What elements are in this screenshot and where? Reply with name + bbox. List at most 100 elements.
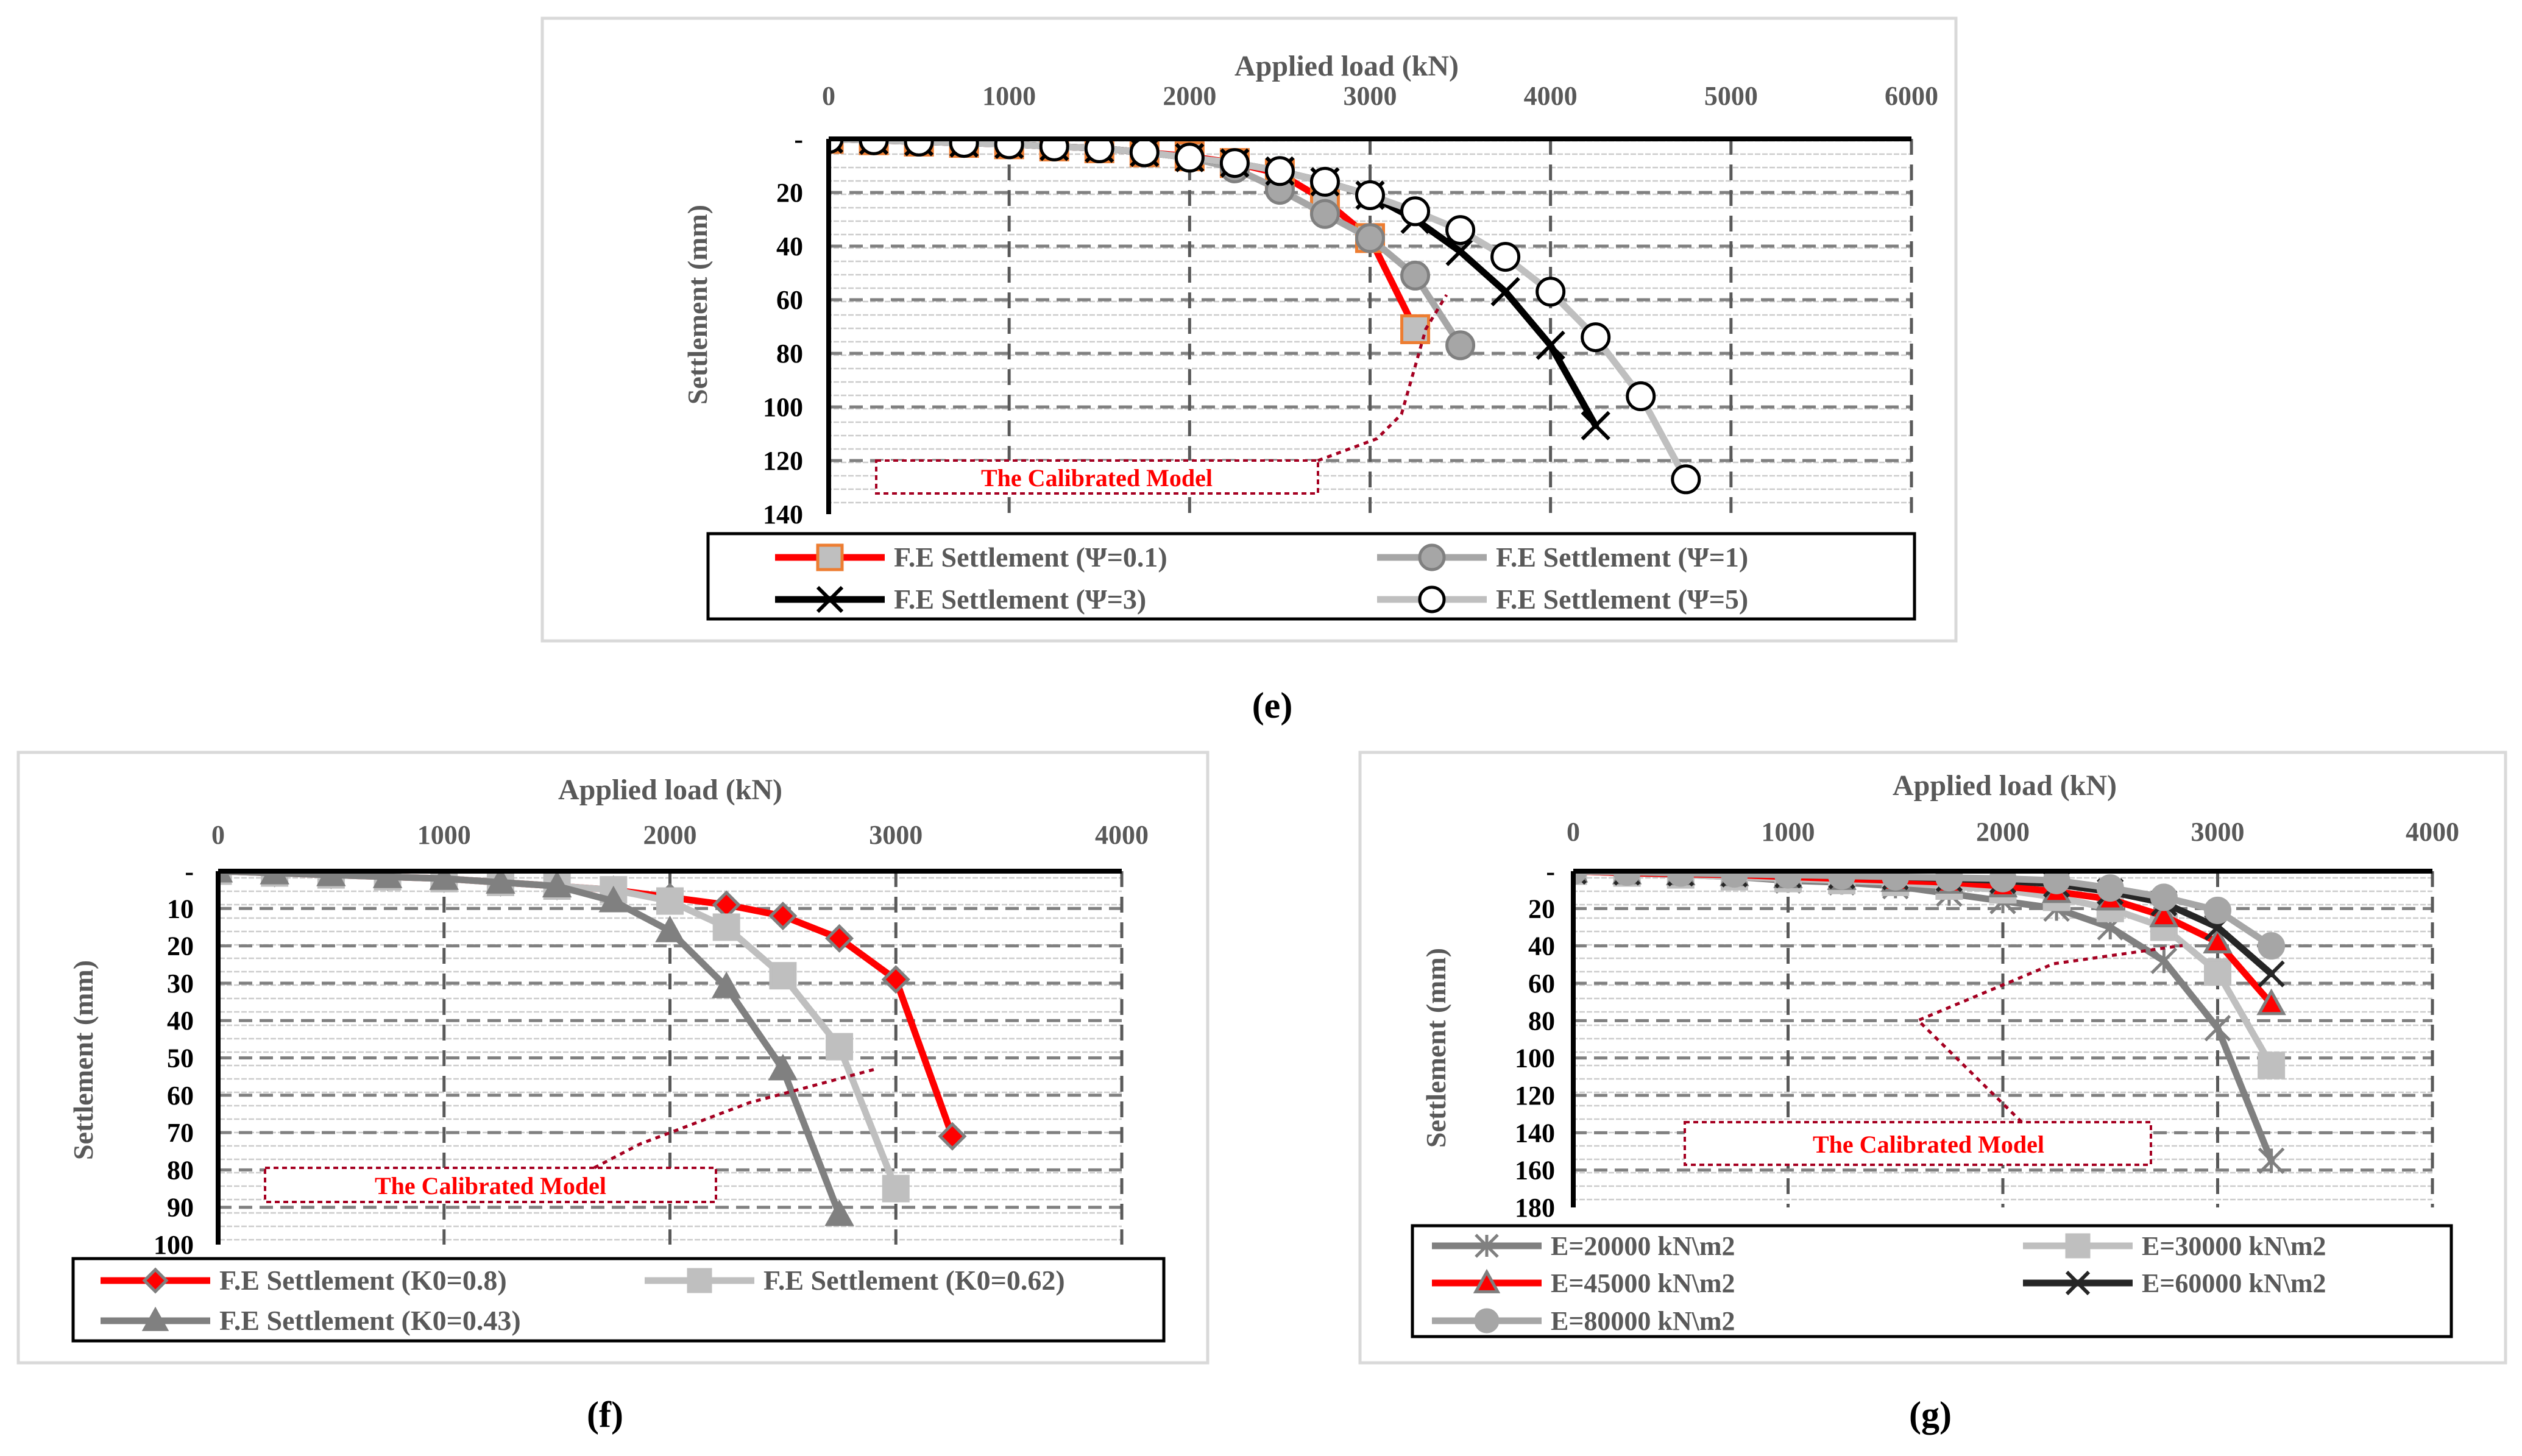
chart-f-legend-label: F.E Settlement (K0=0.43) (219, 1305, 521, 1336)
chart-e-series-3-point (1536, 330, 1565, 360)
chart-f-annotation-label: The Calibrated Model (375, 1172, 606, 1200)
chart-f-series-1-point (768, 902, 798, 931)
chart-e-y-tick-label: 80 (776, 339, 803, 369)
chart-g-annotation-label: The Calibrated Model (1813, 1131, 2044, 1158)
chart-e-series-4-point (1084, 139, 1114, 163)
chart-f-y-tick-label: 20 (167, 931, 194, 961)
chart-e-series-2-point (1400, 260, 1431, 291)
chart-g-y-tick-label: 40 (1528, 931, 1555, 961)
panel-label-g: (g) (1909, 1394, 1952, 1435)
chart-g-series-4-point (2258, 960, 2285, 988)
chart-e-y-tick-label: 40 (776, 231, 803, 261)
chart-e-annotation-label: The Calibrated Model (981, 464, 1213, 492)
chart-f-series-3-point (824, 1199, 854, 1226)
chart-f-series-3-point (711, 971, 742, 998)
chart-e-series-4-point (1536, 277, 1566, 307)
chart-e-legend-entries: F.E Settlement (Ψ=0.1) F.E Settlement (Ψ=… (775, 542, 1748, 615)
chart-g-y-tick-label: 120 (1515, 1081, 1555, 1111)
chart-g-x-title: Applied load (kN) (1893, 769, 2117, 802)
chart-g-legend-marker (1475, 1234, 1499, 1258)
chart-g-series-3-point (2149, 900, 2179, 928)
chart-e-legend-marker (816, 543, 844, 571)
chart-f-legend-marker (142, 1267, 169, 1294)
chart-e-series-4-point (949, 139, 979, 158)
chart-e-series (829, 139, 1701, 495)
chart-g-gridlines (1573, 871, 2434, 1207)
chart-g-y-tick-label: 160 (1515, 1156, 1555, 1186)
chart-e-series-2-point (1445, 330, 1476, 361)
chart-e-y-tick-label: 100 (763, 392, 803, 422)
chart-f-legend-marker (687, 1268, 712, 1293)
chart-f-x-title: Applied load (kN) (558, 774, 782, 806)
chart-f-series-1-point (881, 965, 910, 994)
chart-g-y-tick-label: - (1546, 857, 1555, 886)
chart-g-series-3-point (2256, 988, 2286, 1016)
panel-label-f: (f) (587, 1394, 623, 1435)
chart-g-series-5-point (2150, 883, 2178, 911)
chart-f-x-tick-label: 3000 (869, 820, 923, 850)
chart-f-series-2-point (826, 1033, 854, 1061)
chart-g-series-5-point (1935, 871, 1963, 892)
chart-e-series-4-point (1129, 139, 1160, 168)
chart-f-legend-marker (141, 1306, 169, 1331)
chart-g-series-3-point (2203, 927, 2233, 954)
chart-g-x-tick-label: 4000 (2406, 817, 2459, 847)
chart-e-series-4-point (829, 139, 844, 154)
chart-g-series-5-point (1989, 871, 2017, 892)
chart-f-y-tick-label: 90 (167, 1193, 194, 1223)
chart-f-legend-entries: F.E Settlement (K0=0.8) F.E Settlement (K… (101, 1265, 1065, 1336)
chart-f: 0 1000 2000 3000 4000-102030405060708090100 … (16, 751, 1210, 1435)
chart-e-series-4-point (994, 139, 1024, 160)
chart-g-y-tick-label: 20 (1528, 894, 1555, 924)
chart-g-legend-marker (1474, 1308, 1500, 1334)
chart-f-y-tick-label: 100 (154, 1230, 194, 1260)
chart-e-y-tick-label: 60 (776, 285, 803, 315)
chart-e-legend-label: F.E Settlement (Ψ=5) (1496, 584, 1748, 615)
chart-g-legend-marker (2065, 1270, 2091, 1296)
chart-f-series-3-point (486, 871, 515, 894)
panel-label-e: (e) (1252, 685, 1293, 726)
chart-g-legend-label: E=30000 kN\m2 (2142, 1231, 2326, 1261)
chart-e-y-tick-label: 20 (776, 178, 803, 208)
chart-e-x-title: Applied load (kN) (1234, 50, 1459, 82)
chart-g-y-tick-label: 100 (1515, 1044, 1555, 1073)
chart-e-y-tick-label: 140 (763, 500, 803, 529)
chart-g-y-tick-label: 80 (1528, 1006, 1555, 1036)
chart-g-x-tick-label: 2000 (1976, 817, 2030, 847)
chart-g-legend-marker (1473, 1268, 1501, 1293)
chart-g-series-2-point (2258, 1051, 2286, 1080)
chart-f-annotation-leader (593, 1067, 878, 1170)
chart-g-series-5-point (2204, 896, 2231, 924)
chart-g-legend-entries: E=20000 kN\m2 E=30000 kN\m2 E=45000 kN\m2 E… (1432, 1231, 2326, 1336)
chart-f-series-3-point (598, 885, 629, 913)
chart-f-y-tick-label: 30 (167, 969, 194, 998)
chart-e-annotation: The Calibrated Model (875, 294, 1448, 495)
chart-e-y-tick-label: - (794, 124, 803, 154)
chart-g-y-tick-label: 140 (1515, 1118, 1555, 1148)
chart-e-series-4-point (1039, 139, 1069, 161)
chart-e-y-tick-label: 120 (763, 446, 803, 476)
chart-f-series-3-point (316, 871, 346, 886)
chart-e-legend-label: F.E Settlement (Ψ=3) (894, 584, 1146, 615)
chart-g-legend-marker (2065, 1233, 2091, 1259)
chart-f-y-tick-label: 40 (167, 1006, 194, 1036)
chart-f-y-title: Settlement (mm) (68, 960, 99, 1160)
chart-g-annotation: The Calibrated Model (1684, 944, 2183, 1166)
chart-f-series-1-point (938, 1122, 967, 1151)
chart-g-series-2-point (2204, 958, 2231, 986)
chart-f-series (218, 871, 967, 1226)
chart-g-series-5-point (1573, 871, 1587, 885)
chart-e-legend-marker (1418, 585, 1446, 613)
chart-e-legend-label: F.E Settlement (Ψ=0.1) (894, 542, 1167, 573)
chart-e-series-4-point (1174, 143, 1205, 173)
chart-f-series-2-point (882, 1175, 910, 1203)
chart-f-x-tick-label: 2000 (643, 820, 697, 850)
chart-g-axes: 0 1000 2000 3000 4000 - 20 40 60 80 100 120 140 160 18… (1515, 817, 2459, 1223)
chart-f-series-3-point (768, 1053, 798, 1081)
chart-e-series-2-point (1309, 199, 1340, 229)
chart-f-series-2-point (769, 962, 797, 990)
chart-f-annotation: The Calibrated Model (264, 1067, 878, 1203)
chart-e-x-tick-label: 0 (822, 81, 835, 111)
chart-f-series-2-point (712, 913, 740, 941)
chart-f-x-tick-label: 4000 (1095, 820, 1149, 850)
